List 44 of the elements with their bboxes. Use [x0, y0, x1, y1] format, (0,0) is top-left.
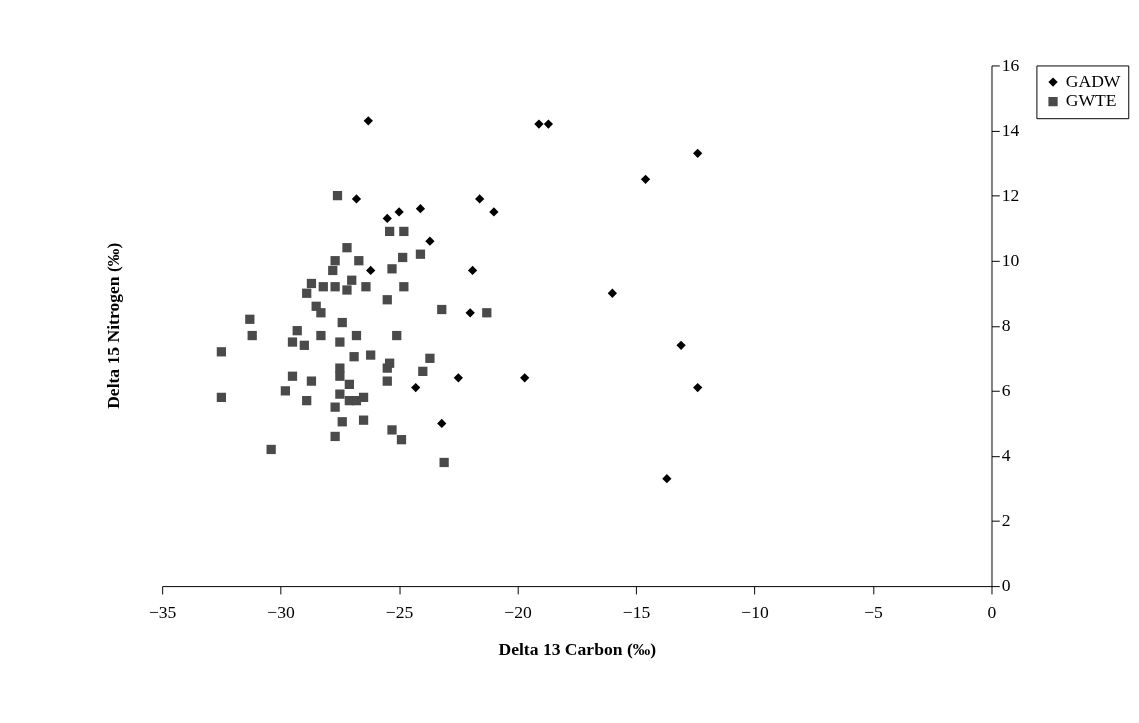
x-axis-title: Delta 13 Carbon (‰) [498, 638, 657, 659]
point [489, 207, 499, 217]
x-tick-label: −30 [267, 601, 296, 622]
y-tick-label: 8 [1001, 315, 1011, 336]
x-tick-label: −20 [504, 601, 533, 622]
point [425, 236, 435, 246]
y-tick-label: 14 [1001, 119, 1020, 140]
y-tick-label: 10 [1001, 250, 1020, 271]
y-tick-label: 6 [1001, 380, 1011, 401]
y-axis-title: Delta 15 Nitrogen (‰) [102, 242, 123, 409]
legend-label: GADW [1065, 70, 1121, 91]
y-tick-label: 0 [1001, 575, 1011, 596]
point [351, 194, 362, 204]
y-tick-label: 4 [1001, 445, 1011, 466]
y-tick-label: 16 [1001, 54, 1020, 75]
point [520, 373, 530, 383]
point [382, 213, 392, 224]
x-tick-label: −10 [741, 601, 769, 622]
point [640, 174, 651, 184]
x-tick-label: −15 [622, 601, 651, 622]
point [363, 116, 373, 126]
point [693, 148, 703, 158]
point [394, 207, 404, 217]
y-tick-label: 12 [1001, 185, 1020, 205]
point [415, 204, 426, 214]
point [411, 382, 421, 393]
point [475, 194, 485, 204]
x-tick-label: −25 [385, 601, 414, 622]
point [465, 308, 475, 318]
x-tick-label: −35 [148, 601, 177, 622]
legend-label: GWTE [1065, 90, 1117, 111]
point [693, 382, 703, 393]
x-tick-label: 0 [987, 601, 997, 622]
point [467, 265, 478, 276]
point [607, 288, 617, 298]
point [366, 265, 376, 276]
point [676, 340, 686, 350]
point [543, 119, 554, 129]
point [437, 418, 447, 429]
x-tick-label: −5 [864, 601, 884, 622]
point [453, 373, 463, 383]
point [662, 474, 672, 484]
y-tick-label: 2 [1001, 510, 1011, 531]
point [534, 119, 544, 129]
